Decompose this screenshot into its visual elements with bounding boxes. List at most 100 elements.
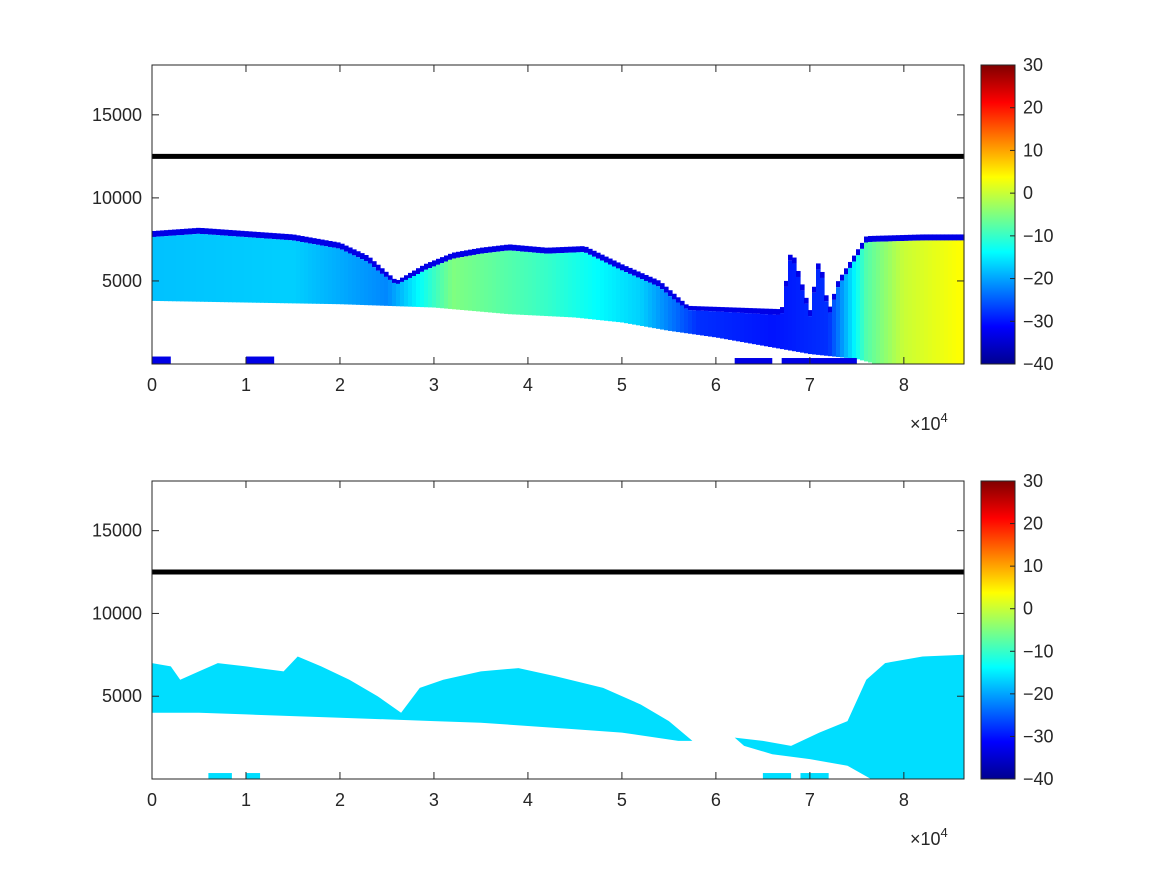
field-column bbox=[500, 251, 505, 314]
field-column-edge bbox=[512, 244, 517, 251]
field-column-edge bbox=[808, 310, 813, 317]
top-y-ticks: 5000 10000 15000 bbox=[92, 105, 964, 291]
field-column-edge bbox=[888, 235, 893, 242]
field-column bbox=[468, 255, 473, 311]
field-column bbox=[640, 279, 645, 327]
field-column bbox=[524, 251, 529, 316]
near-ground-patch bbox=[208, 773, 232, 779]
field-column-edge bbox=[736, 307, 741, 313]
field-column-edge bbox=[296, 235, 301, 242]
field-column bbox=[452, 258, 457, 310]
field-column bbox=[688, 310, 693, 334]
field-column-edge bbox=[168, 229, 173, 236]
field-column bbox=[368, 263, 373, 306]
top-field-layer bbox=[152, 227, 965, 364]
field-column bbox=[220, 235, 225, 303]
field-column-edge bbox=[700, 306, 705, 311]
field-column bbox=[856, 255, 861, 360]
field-column bbox=[308, 243, 313, 304]
field-column-edge bbox=[908, 234, 913, 241]
field-column-edge bbox=[708, 306, 713, 312]
x-tick-label: 0 bbox=[147, 375, 157, 395]
x-tick-label: 1 bbox=[241, 375, 251, 395]
field-column-edge bbox=[532, 246, 537, 253]
field-column-edge bbox=[948, 234, 953, 241]
field-column bbox=[796, 276, 801, 352]
field-column bbox=[628, 273, 633, 324]
field-column bbox=[892, 241, 897, 364]
field-column-edge bbox=[436, 258, 441, 265]
field-column-edge bbox=[476, 248, 481, 255]
field-column bbox=[920, 240, 925, 364]
field-column bbox=[344, 251, 349, 305]
field-column bbox=[264, 238, 269, 303]
x-tick-label: 2 bbox=[335, 790, 345, 810]
field-column bbox=[316, 244, 321, 304]
field-column bbox=[556, 253, 561, 317]
field-column bbox=[616, 268, 621, 323]
field-column-edge bbox=[312, 238, 317, 245]
field-column-edge bbox=[892, 235, 897, 242]
field-column-edge bbox=[928, 234, 933, 241]
field-column bbox=[572, 252, 577, 318]
field-column-edge bbox=[224, 229, 229, 236]
field-column-edge bbox=[156, 230, 161, 237]
field-column bbox=[620, 270, 625, 323]
field-column-edge bbox=[404, 275, 409, 280]
field-column bbox=[244, 237, 249, 303]
field-column bbox=[828, 312, 833, 357]
field-column bbox=[940, 240, 945, 364]
field-column bbox=[384, 276, 389, 306]
field-column-edge bbox=[896, 235, 901, 242]
field-column bbox=[932, 240, 937, 364]
field-column bbox=[428, 268, 433, 308]
y-tick-label: 15000 bbox=[92, 521, 142, 541]
field-column bbox=[328, 246, 333, 305]
field-column bbox=[804, 303, 809, 354]
field-column-edge bbox=[920, 234, 925, 241]
field-column-edge bbox=[324, 240, 329, 247]
field-column bbox=[792, 263, 797, 352]
field-column bbox=[748, 313, 753, 344]
field-column-edge bbox=[348, 247, 353, 254]
field-column-edge bbox=[232, 230, 237, 237]
x-tick-label: 4 bbox=[523, 790, 533, 810]
field-column-edge bbox=[208, 228, 213, 235]
field-column bbox=[160, 236, 165, 302]
field-column bbox=[176, 235, 181, 302]
field-column-edge bbox=[608, 258, 613, 265]
field-column bbox=[212, 234, 217, 302]
field-column bbox=[448, 259, 453, 309]
field-column bbox=[192, 234, 197, 302]
field-column bbox=[268, 238, 273, 303]
field-column-edge bbox=[180, 228, 185, 235]
colorbar-tick-label: 30 bbox=[1023, 471, 1043, 491]
field-column bbox=[240, 236, 245, 303]
field-column-edge bbox=[588, 248, 593, 255]
field-column bbox=[288, 240, 293, 304]
field-column bbox=[788, 260, 793, 351]
field-column-edge bbox=[744, 307, 749, 314]
field-column-edge bbox=[784, 280, 789, 287]
field-column bbox=[156, 236, 161, 301]
field-column-edge bbox=[852, 255, 857, 262]
field-column bbox=[936, 240, 941, 364]
field-column bbox=[548, 253, 553, 317]
field-column-edge bbox=[936, 234, 941, 241]
field-column-edge bbox=[732, 307, 737, 313]
field-column bbox=[612, 266, 617, 322]
field-column bbox=[916, 240, 921, 364]
field-column-edge bbox=[644, 274, 649, 281]
y-tick-label: 10000 bbox=[92, 603, 142, 623]
x-tick-label: 3 bbox=[429, 375, 439, 395]
field-column-edge bbox=[456, 251, 461, 258]
field-column-edge bbox=[868, 235, 873, 242]
field-column-edge bbox=[424, 263, 429, 270]
field-column-edge bbox=[584, 246, 589, 253]
x-tick-label: 8 bbox=[899, 375, 909, 395]
field-column bbox=[492, 252, 497, 313]
field-column bbox=[848, 267, 853, 359]
field-column-edge bbox=[496, 245, 501, 252]
field-column-edge bbox=[216, 229, 221, 236]
field-column-edge bbox=[200, 228, 205, 235]
